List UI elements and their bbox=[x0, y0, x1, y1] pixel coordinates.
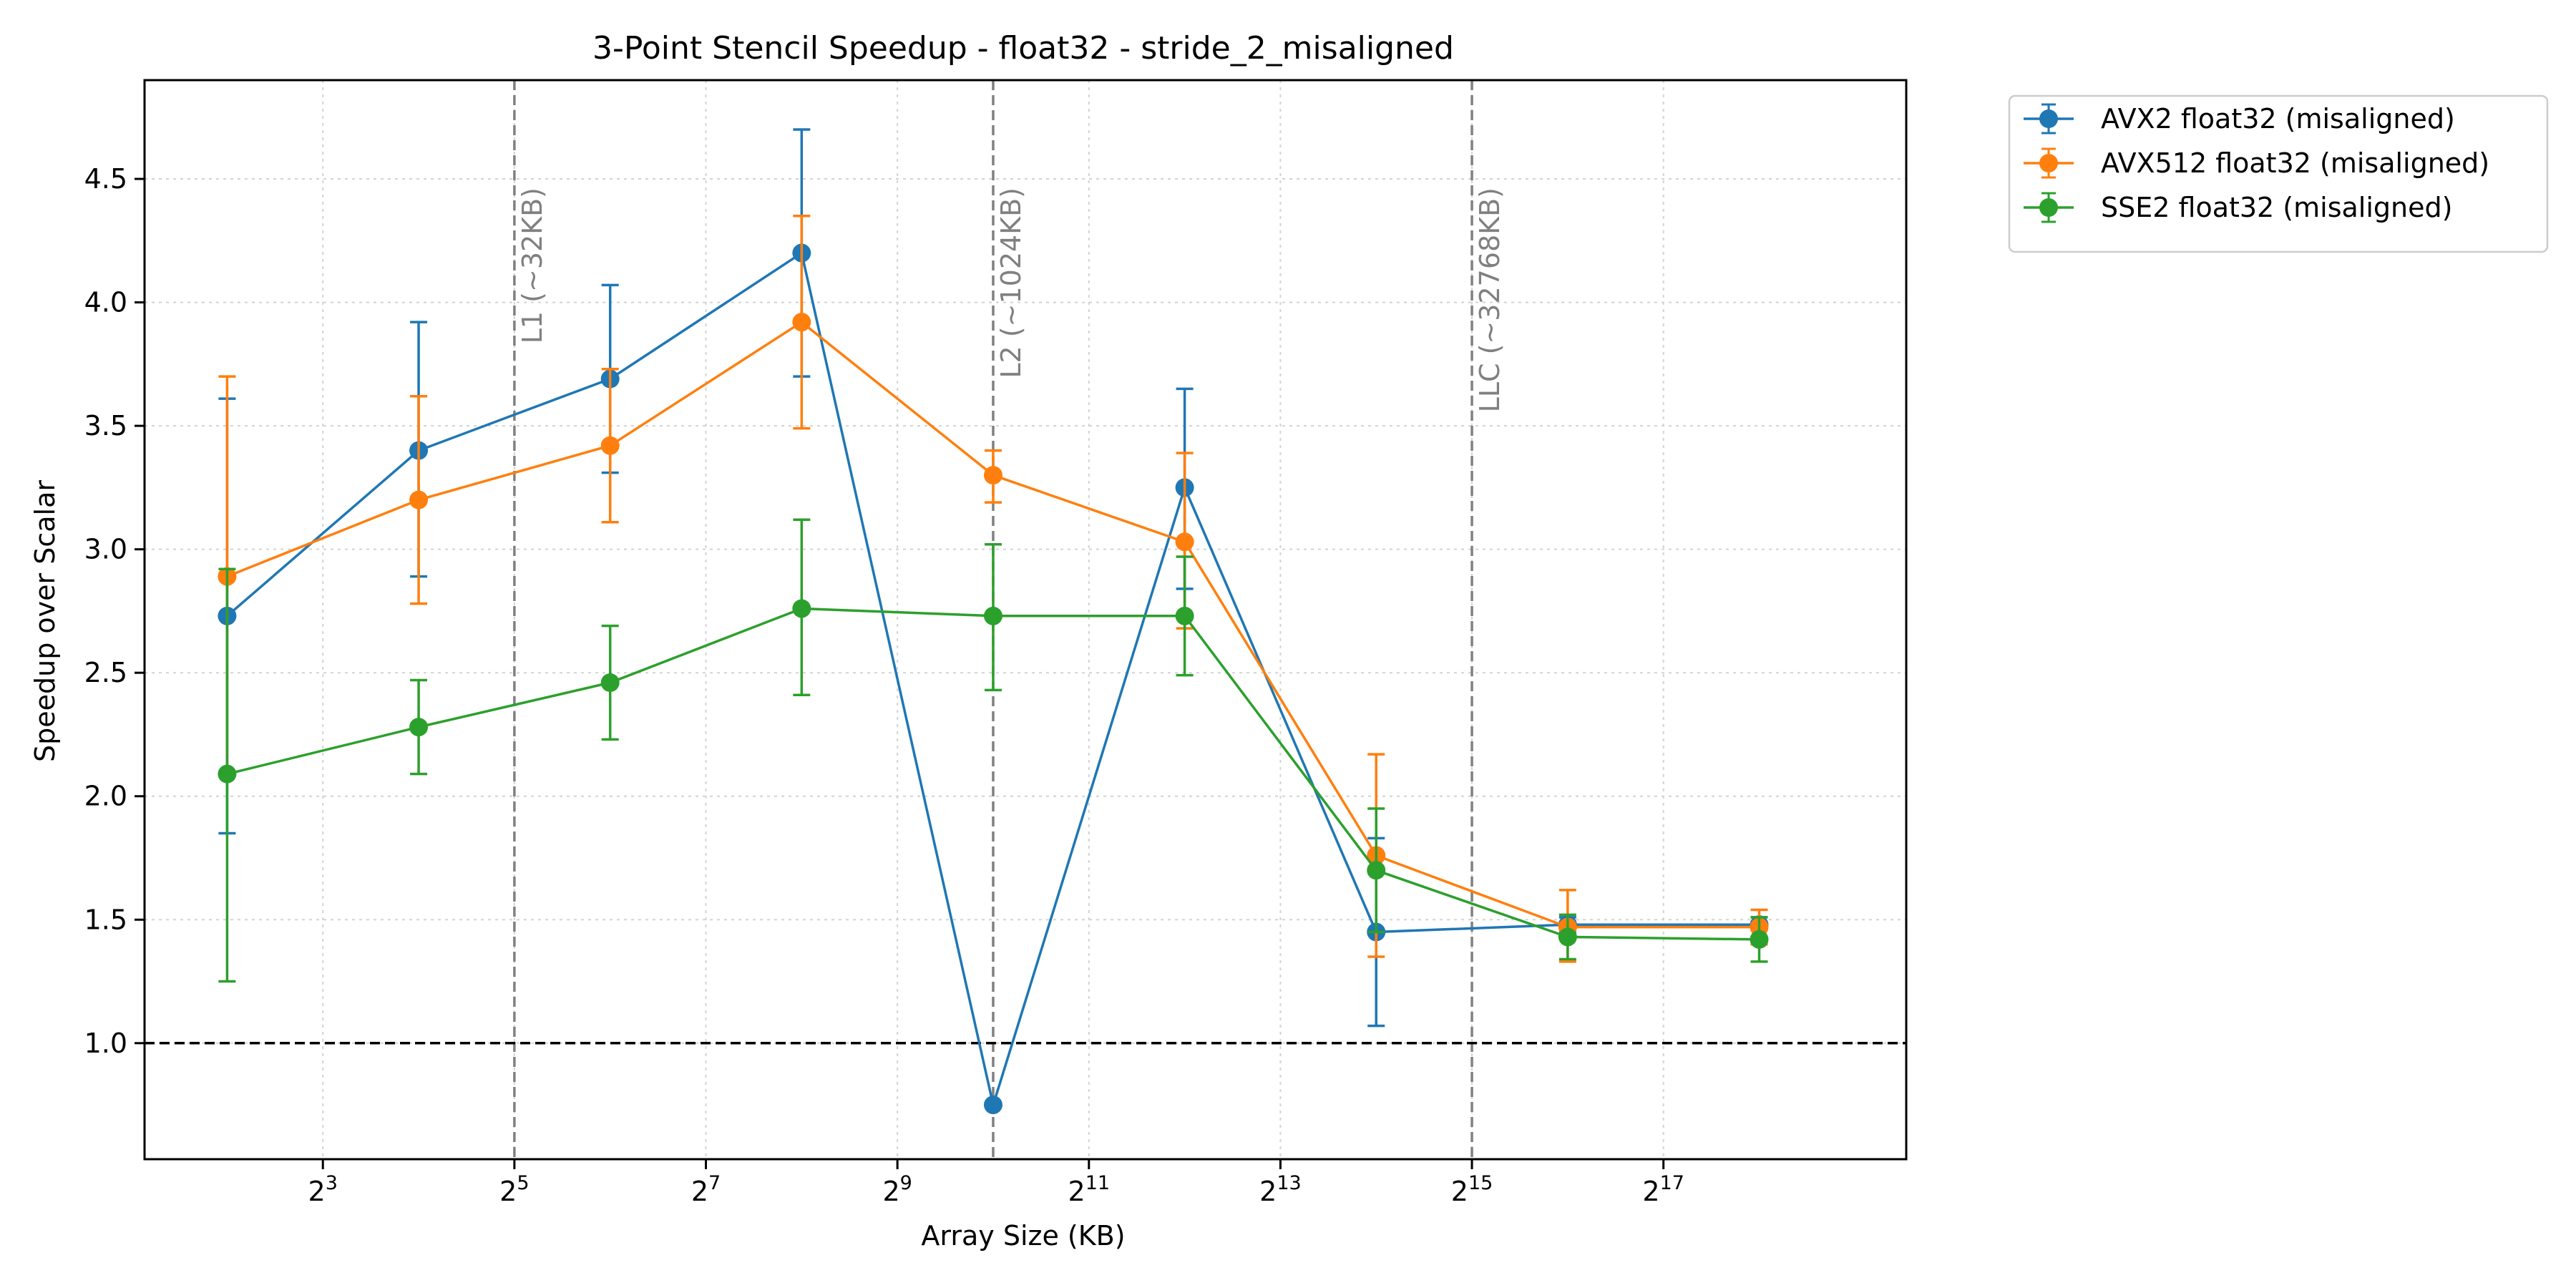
data-point bbox=[1558, 927, 1577, 947]
plot-area-frame bbox=[143, 79, 1908, 1161]
reference-lines: L1 (~32KB) L2 (~1024KB) LLC (~32768KB) bbox=[145, 80, 1906, 1159]
chart-title: 3-Point Stencil Speedup - float32 - stri… bbox=[592, 30, 1454, 67]
data-point bbox=[792, 599, 811, 618]
data-point bbox=[983, 1096, 1002, 1115]
axis-ticks: 23 25 27 29 211 213 215 2171.01.52.02.53.03.54.… bbox=[84, 163, 1684, 1207]
y-tick-label: 1.0 bbox=[84, 1028, 127, 1059]
data-point bbox=[792, 313, 811, 332]
legend-marker bbox=[2039, 109, 2058, 128]
data-point bbox=[1175, 606, 1194, 625]
legend-entry: AVX2 float32 (misaligned) bbox=[2024, 103, 2455, 135]
y-tick-label: 3.5 bbox=[84, 410, 127, 441]
cache-boundary-label: L2 (~1024KB) bbox=[995, 187, 1027, 379]
legend-entry: SSE2 float32 (misaligned) bbox=[2024, 192, 2452, 223]
data-point bbox=[983, 606, 1002, 625]
legend-entry: AVX512 float32 (misaligned) bbox=[2024, 147, 2489, 179]
cache-boundary-label: LLC (~32768KB) bbox=[1474, 187, 1506, 412]
legend-marker bbox=[2039, 198, 2058, 217]
x-tick-exponent: 11 bbox=[1085, 1172, 1110, 1194]
legend-marker bbox=[2039, 154, 2058, 172]
data-point bbox=[409, 718, 429, 737]
cache-boundary-label: L1 (~32KB) bbox=[517, 187, 548, 343]
x-tick-exponent: 3 bbox=[326, 1172, 338, 1194]
legend-label: AVX512 float32 (misaligned) bbox=[2101, 147, 2489, 179]
x-axis-label: Array Size (KB) bbox=[921, 1220, 1125, 1252]
x-tick-exponent: 17 bbox=[1660, 1172, 1684, 1194]
x-tick-exponent: 15 bbox=[1468, 1172, 1493, 1194]
series-sse2-float32-misaligned bbox=[218, 518, 1769, 983]
x-tick-exponent: 13 bbox=[1277, 1172, 1301, 1194]
grid-lines bbox=[145, 80, 1906, 1159]
data-point bbox=[600, 673, 620, 692]
data-point bbox=[218, 764, 237, 784]
data-point bbox=[983, 466, 1002, 485]
x-tick-label: 25 bbox=[499, 1172, 529, 1207]
legend: AVX2 float32 (misaligned) AVX512 float32 … bbox=[2008, 94, 2549, 253]
legend-label: SSE2 float32 (misaligned) bbox=[2101, 192, 2452, 223]
x-tick-exponent: 7 bbox=[708, 1172, 721, 1194]
y-tick-label: 4.0 bbox=[84, 287, 127, 318]
x-tick-exponent: 9 bbox=[900, 1172, 912, 1194]
y-tick-label: 2.0 bbox=[84, 781, 127, 812]
x-tick-label: 213 bbox=[1259, 1172, 1302, 1207]
data-point bbox=[1750, 930, 1769, 949]
y-tick-label: 1.5 bbox=[84, 904, 127, 935]
y-tick-label: 2.5 bbox=[84, 657, 127, 688]
y-tick-label: 3.0 bbox=[84, 534, 127, 565]
data-point bbox=[1175, 532, 1194, 552]
legend-box bbox=[2008, 94, 2549, 253]
x-tick-exponent: 5 bbox=[517, 1172, 529, 1194]
x-tick-label: 23 bbox=[308, 1172, 338, 1207]
legend-label: AVX2 float32 (misaligned) bbox=[2101, 103, 2455, 135]
data-point bbox=[1367, 861, 1386, 880]
data-series bbox=[218, 128, 1769, 1115]
y-axis-label: Speedup over Scalar bbox=[29, 480, 61, 762]
data-point bbox=[409, 490, 429, 509]
data-point bbox=[600, 436, 620, 455]
y-tick-label: 4.5 bbox=[84, 163, 127, 195]
